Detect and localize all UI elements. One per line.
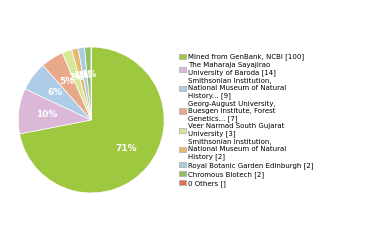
Text: 1%: 1%	[73, 72, 89, 80]
Text: 10%: 10%	[36, 110, 57, 119]
Wedge shape	[25, 65, 91, 120]
Text: 6%: 6%	[48, 88, 63, 97]
Wedge shape	[18, 89, 91, 134]
Text: 71%: 71%	[115, 144, 137, 153]
Text: 1%: 1%	[82, 70, 97, 79]
Wedge shape	[85, 47, 91, 120]
Wedge shape	[78, 47, 91, 120]
Wedge shape	[20, 47, 164, 193]
Legend: Mined from GenBank, NCBI [100], The Maharaja Sayajirao
University of Baroda [14]: Mined from GenBank, NCBI [100], The Maha…	[179, 53, 315, 187]
Wedge shape	[72, 48, 91, 120]
Text: 1%: 1%	[78, 71, 93, 80]
Wedge shape	[62, 50, 91, 120]
Text: 5%: 5%	[59, 77, 74, 86]
Text: 2%: 2%	[68, 73, 84, 82]
Wedge shape	[43, 53, 91, 120]
